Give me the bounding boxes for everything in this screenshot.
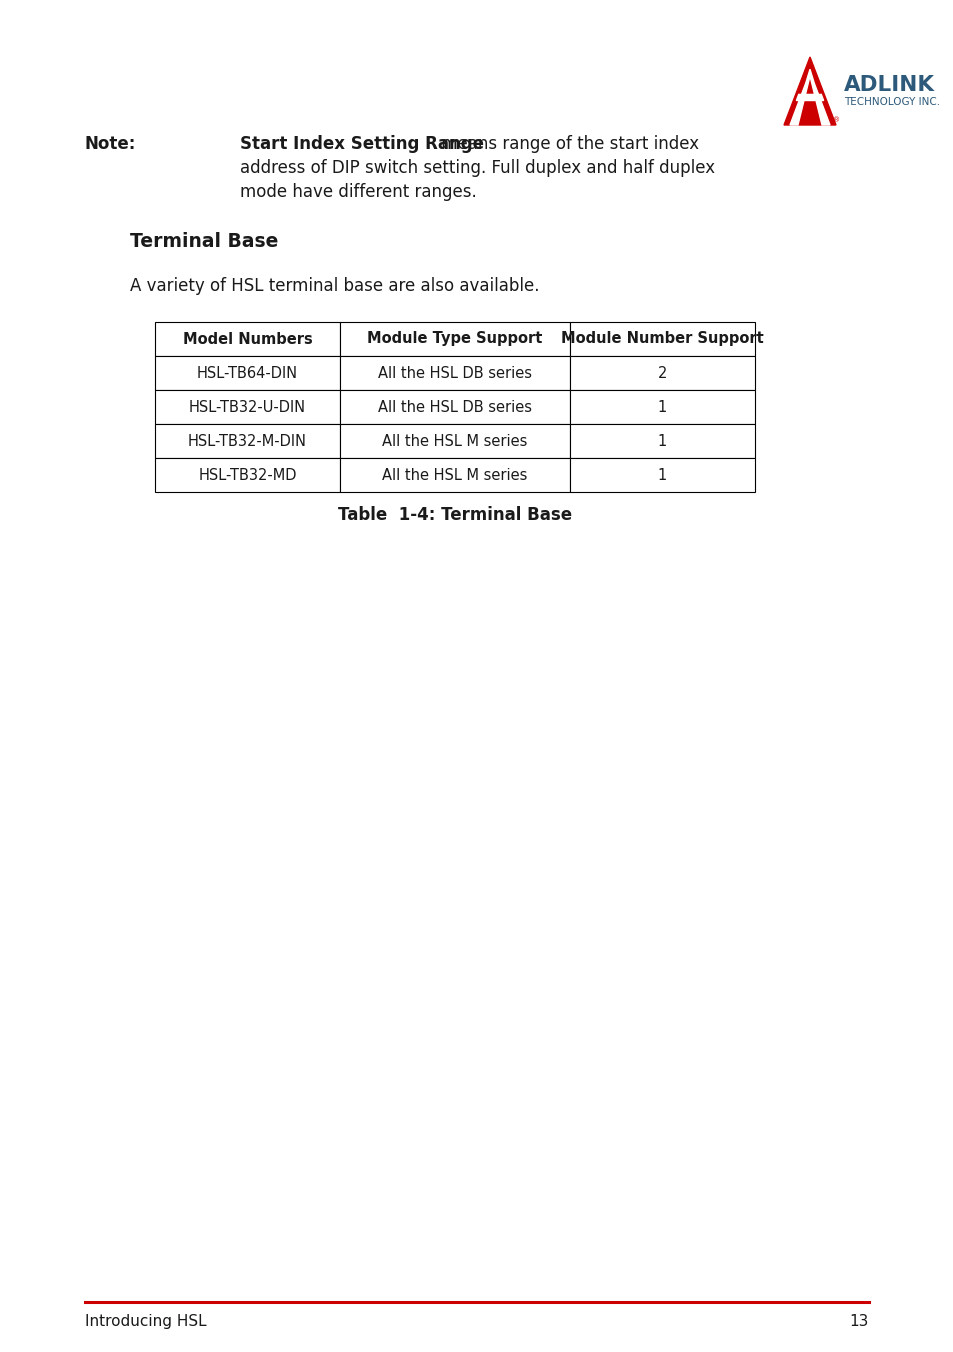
Text: Note:: Note: [85, 135, 136, 153]
Polygon shape [789, 69, 829, 124]
Bar [339, 389, 569, 425]
Text: HSL-TB64-DIN: HSL-TB64-DIN [196, 365, 297, 380]
Text: mode have different ranges.: mode have different ranges. [240, 183, 476, 201]
Bar [154, 356, 339, 389]
Text: Model Numbers: Model Numbers [182, 331, 312, 346]
Text: 2: 2 [658, 365, 666, 380]
Bar [154, 389, 339, 425]
Text: 1: 1 [658, 434, 666, 449]
Text: TECHNOLOGY INC.: TECHNOLOGY INC. [843, 97, 939, 107]
Text: Table  1-4: Terminal Base: Table 1-4: Terminal Base [337, 506, 572, 525]
Text: HSL-TB32-U-DIN: HSL-TB32-U-DIN [189, 399, 306, 415]
Bar [339, 356, 569, 389]
Text: Module Number Support: Module Number Support [560, 331, 763, 346]
Bar [339, 322, 569, 356]
Bar [339, 458, 569, 492]
Text: 13: 13 [849, 1314, 868, 1329]
Text: 1: 1 [658, 468, 666, 483]
Text: Terminal Base: Terminal Base [130, 233, 278, 251]
Bar [569, 425, 754, 458]
Bar [154, 425, 339, 458]
Text: All the HSL DB series: All the HSL DB series [377, 365, 532, 380]
Text: All the HSL DB series: All the HSL DB series [377, 399, 532, 415]
Polygon shape [783, 57, 835, 124]
Bar [569, 356, 754, 389]
Text: 1: 1 [658, 399, 666, 415]
Text: address of DIP switch setting. Full duplex and half duplex: address of DIP switch setting. Full dupl… [240, 160, 715, 177]
Bar [569, 322, 754, 356]
Text: All the HSL M series: All the HSL M series [382, 434, 527, 449]
Bar [569, 458, 754, 492]
Text: All the HSL M series: All the HSL M series [382, 468, 527, 483]
Bar [569, 389, 754, 425]
Bar [339, 425, 569, 458]
Text: ADLINK: ADLINK [843, 74, 934, 95]
Text: ®: ® [832, 118, 840, 123]
Bar [154, 458, 339, 492]
Bar [154, 322, 339, 356]
Text: A variety of HSL terminal base are also available.: A variety of HSL terminal base are also … [130, 277, 539, 295]
Text: Module Type Support: Module Type Support [367, 331, 542, 346]
Text: means range of the start index: means range of the start index [436, 135, 699, 153]
Polygon shape [796, 95, 822, 100]
Text: Start Index Setting Range: Start Index Setting Range [240, 135, 483, 153]
Text: HSL-TB32-MD: HSL-TB32-MD [198, 468, 296, 483]
Text: HSL-TB32-M-DIN: HSL-TB32-M-DIN [188, 434, 307, 449]
Text: Introducing HSL: Introducing HSL [85, 1314, 207, 1329]
